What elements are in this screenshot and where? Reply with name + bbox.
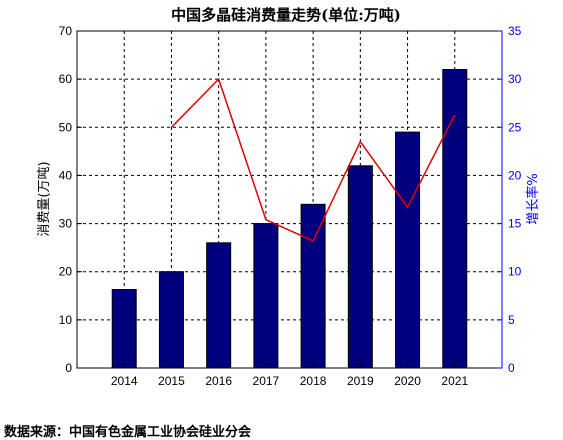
- y-left-tick-label: 10: [59, 313, 73, 327]
- y-left-tick-label: 30: [59, 217, 73, 231]
- bar: [300, 203, 326, 369]
- x-tick-label: 2015: [158, 374, 185, 388]
- bar: [111, 289, 137, 369]
- y-right-tick-label: 15: [508, 217, 522, 231]
- x-tick-label: 2019: [347, 374, 374, 388]
- bar: [395, 131, 421, 369]
- x-tick-label: 2018: [300, 374, 327, 388]
- chart-title: 中国多晶硅消费量走势(单位:万吨): [171, 6, 401, 24]
- y-right-tick-label: 5: [508, 313, 515, 327]
- bar: [442, 69, 468, 369]
- x-tick-label: 2014: [111, 374, 138, 388]
- y-left-tick-label: 20: [59, 265, 73, 279]
- y-left-tick-label: 40: [59, 168, 73, 182]
- y-left-tick-label: 70: [59, 24, 73, 38]
- x-tick-label: 2016: [205, 374, 232, 388]
- x-tick-label: 2021: [441, 374, 468, 388]
- bar: [347, 165, 373, 369]
- y-left-tick-label: 0: [65, 361, 72, 375]
- x-tick-label: 2017: [253, 374, 280, 388]
- data-source-note: 数据来源：中国有色金属工业协会硅业分会: [4, 425, 252, 440]
- y-left-tick-label: 50: [59, 120, 73, 134]
- y-right-tick-label: 0: [508, 361, 515, 375]
- x-tick-label: 2020: [394, 374, 421, 388]
- growth-rate-line: [170, 77, 456, 242]
- y-axis-right-label: 增长率%: [525, 173, 541, 224]
- plot-area: 0 10 20 30 40 50 60 70 0 5 10 15 20 25 30 35 2014 2015 201…: [59, 24, 522, 388]
- plot-background: [77, 31, 502, 368]
- y-axis-left-label: 消费量(万吨): [37, 161, 52, 236]
- y-right-tick-label: 25: [508, 120, 522, 134]
- y-right-tick-label: 10: [508, 265, 522, 279]
- y-right-tick-label: 20: [508, 168, 522, 182]
- y-right-tick-label: 35: [508, 24, 522, 38]
- y-right-tick-label: 30: [508, 72, 522, 86]
- bar: [158, 271, 184, 369]
- bar: [206, 242, 232, 369]
- y-left-tick-label: 60: [59, 72, 73, 86]
- bar: [253, 223, 279, 369]
